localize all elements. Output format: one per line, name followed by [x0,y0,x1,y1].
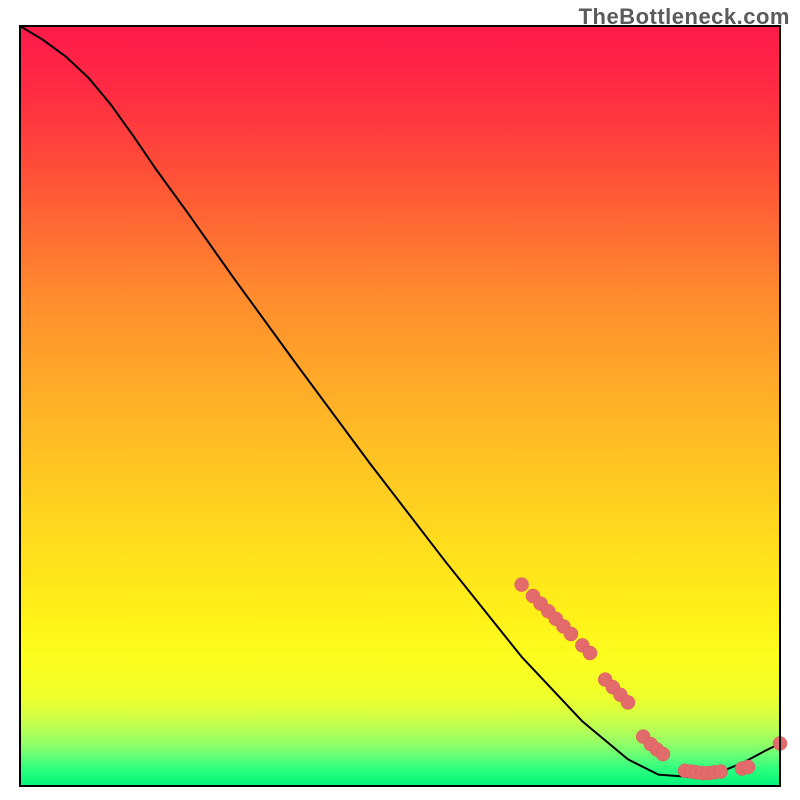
data-marker [583,646,597,660]
data-marker [621,695,635,709]
data-marker [714,765,728,779]
data-marker [515,578,529,592]
data-marker [564,627,578,641]
data-marker [656,747,670,761]
chart-container: TheBottleneck.com [0,0,800,800]
gradient-background [20,26,780,786]
data-marker [741,760,755,774]
chart-svg [0,0,800,800]
